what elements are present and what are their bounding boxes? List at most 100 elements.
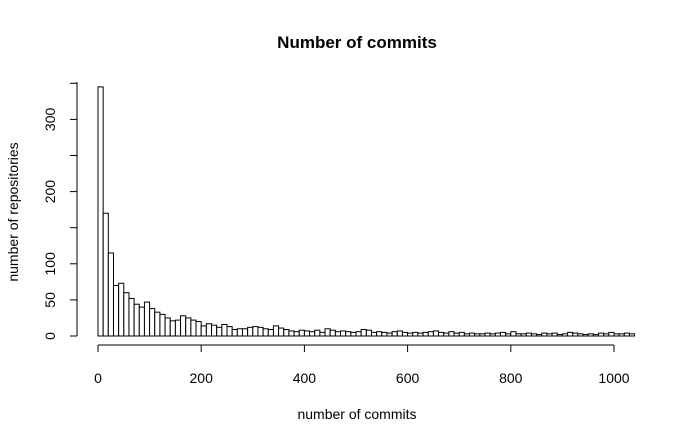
histogram-bar [499, 331, 507, 337]
histogram-bar [608, 331, 615, 337]
y-axis-label: number of repositories [5, 142, 21, 281]
histogram-bar [432, 330, 440, 337]
histogram-bar [169, 320, 176, 337]
histogram-bar [489, 333, 496, 337]
histogram-bar [216, 326, 223, 337]
x-tick-label: 400 [293, 370, 317, 386]
histogram-bar [319, 331, 326, 337]
histogram-bar [329, 329, 336, 337]
histogram-bar [567, 331, 574, 337]
x-tick-label: 200 [190, 370, 214, 386]
histogram-bar [107, 252, 114, 337]
histogram-bar [180, 315, 187, 337]
histogram-bar [412, 331, 419, 337]
histogram-bar [278, 327, 285, 337]
histogram-bar [536, 334, 543, 337]
histogram-bar [174, 319, 182, 337]
histogram-bar [365, 329, 372, 337]
histogram-bar [272, 325, 280, 337]
histogram-bar [458, 331, 465, 337]
histogram-bar [226, 326, 233, 337]
histogram-bar [221, 323, 228, 337]
histogram-bar [128, 297, 135, 337]
histogram-bar [149, 308, 156, 337]
histogram-bar [551, 332, 558, 337]
histogram-bar [417, 332, 424, 337]
histogram-bar [613, 333, 620, 337]
y-tick-label: 50 [42, 292, 58, 308]
y-tick-label: 100 [42, 252, 58, 276]
x-tick-label: 600 [396, 370, 420, 386]
histogram-bar [159, 313, 166, 337]
histogram-bar [257, 326, 264, 337]
histogram-bar [541, 332, 548, 337]
y-axis: 0 50 100 200 300 [42, 82, 78, 340]
histogram-bar [556, 334, 563, 337]
x-tick-label: 800 [499, 370, 523, 386]
histogram-bar [267, 329, 274, 337]
histogram-bar [314, 329, 321, 337]
histogram-bar [324, 328, 331, 337]
chart-title: Number of commits [277, 33, 437, 52]
histogram-bar [520, 333, 527, 337]
histogram-bar [381, 331, 388, 337]
histogram-bar [211, 324, 218, 337]
histogram-bar [143, 301, 151, 337]
x-tick-label: 1000 [598, 370, 629, 386]
histogram-bar [592, 334, 600, 337]
histogram-bar [469, 332, 476, 337]
histogram-bar [396, 330, 403, 337]
histogram-bar [510, 331, 517, 337]
histogram-bar [463, 333, 471, 337]
y-tick-label: 0 [42, 332, 58, 340]
histogram-bar [546, 333, 553, 337]
histogram-bar [350, 331, 357, 337]
histogram-bar [525, 332, 532, 337]
histogram-bar [582, 334, 589, 337]
histogram-bar [438, 331, 445, 337]
x-axis-label: number of commits [297, 406, 416, 422]
histogram-bar [262, 328, 269, 337]
histogram-bar [515, 333, 522, 337]
histogram-bar [97, 86, 104, 337]
histogram-bar [154, 311, 161, 337]
histogram-bar [577, 333, 584, 337]
histogram-bar [102, 212, 109, 337]
histogram-bar [190, 319, 197, 337]
histogram-bar [530, 333, 538, 337]
histogram-bar [309, 331, 316, 337]
histogram-bar [283, 329, 290, 337]
histogram-bar [494, 332, 501, 337]
histogram-bar [453, 332, 460, 337]
histogram-bar [572, 332, 579, 337]
y-tick-label: 200 [42, 180, 58, 204]
histogram-bar [195, 321, 202, 337]
histogram-bar [123, 292, 130, 337]
histogram-bar [386, 332, 393, 337]
histogram-bar [303, 330, 311, 337]
histogram-bar [231, 329, 238, 337]
histogram-bar [118, 282, 125, 337]
histogram-bar [334, 331, 342, 337]
histogram-bar [376, 331, 383, 337]
histogram-bar [241, 328, 249, 337]
histogram-bar [370, 331, 378, 337]
histogram-bar [252, 326, 259, 337]
histogram-bar [479, 333, 486, 337]
histogram-bar [505, 333, 512, 337]
histogram-bar [298, 329, 305, 337]
histogram-bar [164, 317, 171, 337]
histogram-bar [112, 284, 120, 337]
histogram-bar [427, 331, 434, 337]
histogram-bar [598, 332, 605, 337]
histogram-bar [293, 331, 300, 337]
histogram-bar [407, 332, 414, 337]
histogram-bar [205, 323, 213, 337]
histogram-bar [474, 333, 481, 337]
x-axis: 0 200 400 600 800 1000 [94, 344, 630, 386]
histogram-bar [561, 333, 569, 337]
histogram-bar [355, 331, 362, 337]
histogram-bar [401, 331, 409, 337]
histogram-bar [391, 331, 398, 337]
histogram-bar [618, 333, 625, 337]
